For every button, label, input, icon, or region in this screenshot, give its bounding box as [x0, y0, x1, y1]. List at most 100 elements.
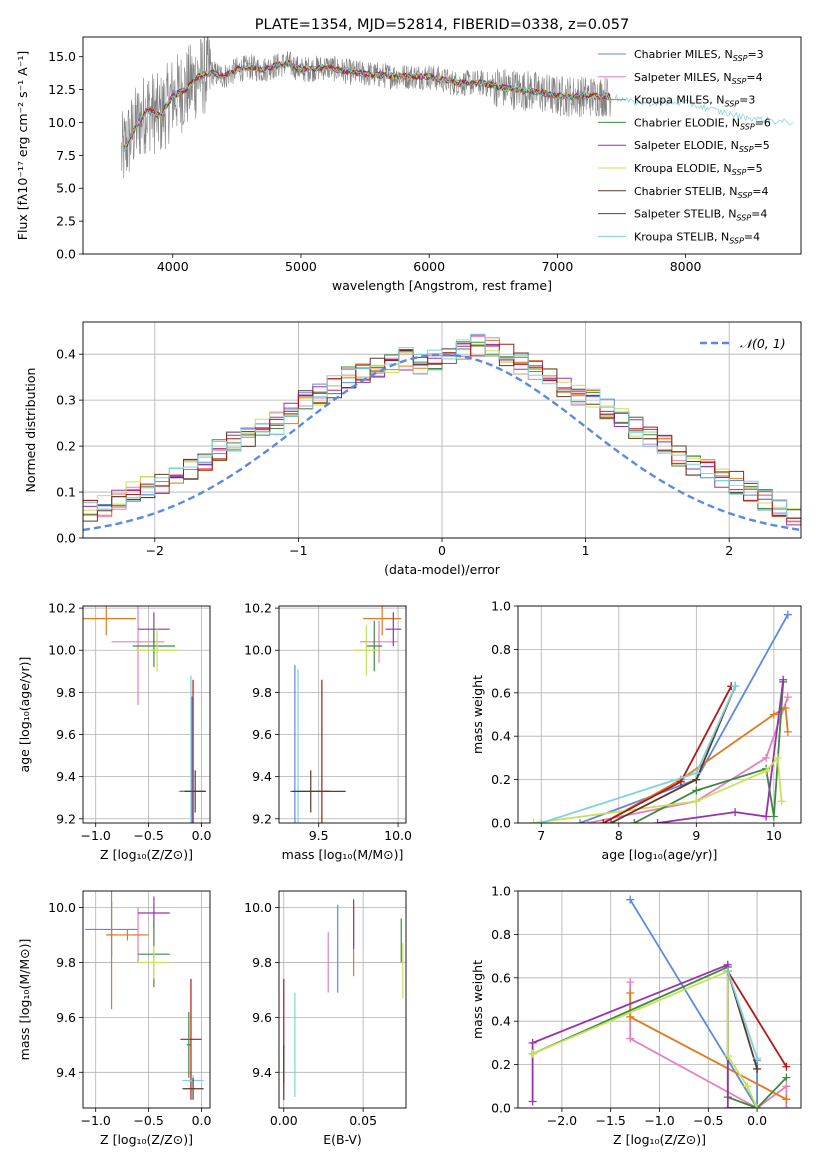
x-tick-label: −0.5 [693, 1113, 723, 1128]
weight-vs-age-panel: 7 8 9 10 0.0 0.2 0.4 0.6 0.8 1.0 age [log₁₀(age/yr… [470, 599, 802, 862]
normal-curve-line [83, 353, 801, 532]
x-axis-label: Z [log₁₀(Z/Z⊙)] [613, 1132, 706, 1147]
weight-point-marker [528, 1038, 537, 1047]
weight-point-marker [630, 819, 639, 823]
y-tick-label: 9.8 [252, 955, 272, 970]
model-spectrum-line [123, 59, 794, 154]
y-tick-label: 0.0 [491, 1101, 511, 1116]
y-tick-label: 0.6 [491, 970, 511, 985]
legend-entry: Salpeter STELIB, NSSP=4 [634, 208, 767, 223]
y-axis-label: Normed distribution [23, 368, 38, 493]
histogram-series [83, 341, 801, 520]
axes-frame [517, 890, 802, 1109]
weight-point-marker [753, 1064, 762, 1073]
y-axis-label: age [log₁₀(age/yr)] [17, 657, 32, 773]
weight-point-marker [723, 1051, 732, 1060]
histogram-series [83, 333, 801, 519]
y-tick-label: 0.2 [56, 439, 76, 454]
legend-entry: Kroupa STELIB, NSSP=4 [634, 230, 760, 245]
x-tick-label: 5000 [285, 259, 317, 274]
y-axis-label: mass [log₁₀(M/M⊙)] [17, 939, 32, 1061]
weight-point-marker [773, 753, 782, 762]
age-vs-mass-panel: 9.5 10.0 9.2 9.4 9.6 9.8 10.0 10.2 mass [log₁₀(M… [244, 601, 412, 862]
y-tick-label: 9.6 [252, 727, 272, 742]
y-tick-label: 0.8 [491, 927, 511, 942]
observed-spectrum-line [121, 37, 612, 179]
axes-frame [82, 321, 802, 539]
x-axis-label: mass [log₁₀(M/M⊙)] [282, 847, 404, 862]
x-tick-label: 6000 [413, 259, 445, 274]
weight-point-marker [779, 675, 788, 684]
y-axis-label: mass weight [470, 675, 485, 754]
weight-point-marker [769, 812, 778, 821]
weight-series-line [633, 681, 785, 823]
y-tick-label: 2.5 [56, 214, 76, 229]
mass-vs-Z-plot-area [85, 891, 204, 1100]
x-tick-label: −1.0 [81, 828, 111, 843]
y-tick-label: 0.8 [491, 642, 511, 657]
y-tick-label: 0.4 [491, 729, 511, 744]
weight-point-marker [529, 819, 538, 823]
x-tick-label: 0.0 [192, 828, 212, 843]
x-tick-label: 0.05 [349, 1113, 377, 1128]
weight-series-line [726, 971, 758, 1059]
histogram-series [83, 342, 801, 527]
x-tick-label: 0.00 [270, 1113, 298, 1128]
y-tick-label: 0.1 [56, 485, 76, 500]
legend-entry: Salpeter ELODIE, NSSP=5 [634, 139, 770, 154]
y-tick-label: 15.0 [48, 49, 76, 64]
y-tick-label: 10.0 [48, 115, 76, 130]
axes-frame [82, 36, 802, 255]
legend-entry: Chabrier MILES, NSSP=3 [634, 48, 764, 63]
weight-point-marker [762, 766, 771, 775]
y-tick-label: 9.4 [252, 769, 272, 784]
weight-point-marker [576, 819, 585, 823]
x-tick-label: −0.5 [133, 1113, 163, 1128]
y-tick-label: 0.0 [56, 531, 76, 546]
y-tick-label: 10.0 [244, 900, 272, 915]
weight-point-marker [782, 1073, 791, 1082]
weight-point-marker [753, 1104, 762, 1108]
weight-point-marker [528, 1097, 537, 1106]
weight-point-marker [537, 819, 546, 823]
y-tick-label: 9.4 [56, 1065, 76, 1080]
x-axis-label: (data-model)/error [384, 562, 501, 577]
y-tick-label: 10.0 [48, 900, 76, 915]
axes-frame [278, 605, 407, 824]
weight-series-line [602, 685, 732, 823]
x-axis-label: age [log₁₀(age/yr)] [602, 847, 718, 862]
weight-point-marker [723, 1104, 732, 1108]
y-tick-label: 10.0 [244, 643, 272, 658]
x-tick-label: 0 [438, 543, 446, 558]
x-tick-label: 10 [766, 828, 782, 843]
y-tick-label: 9.2 [56, 811, 76, 826]
x-tick-label: −2.0 [547, 1113, 577, 1128]
weight-point-marker [723, 967, 732, 976]
y-tick-label: 1.0 [491, 884, 511, 899]
y-tick-label: 5.0 [56, 181, 76, 196]
weight-series-line [587, 696, 789, 823]
weight-point-marker [769, 710, 778, 719]
weight-point-marker [782, 1082, 791, 1091]
y-axis-label: Flux [fλ10⁻¹⁷ erg cm⁻² s⁻¹ A⁻¹] [15, 51, 30, 240]
axes-frame [82, 605, 211, 824]
weight-point-marker [783, 693, 792, 702]
weight-point-marker [653, 819, 662, 823]
spectrum-panel: 4000 5000 6000 7000 8000 0.0 2.5 5.0 7.5 10.0 12.5… [15, 17, 802, 293]
x-axis-label: E(B-V) [323, 1132, 362, 1147]
axes-frame [82, 890, 211, 1109]
weight-point-marker [583, 819, 592, 823]
weight-point-marker [783, 610, 792, 619]
x-tick-label: 0.0 [192, 1113, 212, 1128]
y-tick-label: 10.2 [244, 601, 272, 616]
x-tick-label: 8 [615, 828, 623, 843]
weight-point-marker [626, 1012, 635, 1021]
weight-point-marker [777, 797, 786, 806]
weight-series-line [657, 679, 785, 823]
y-tick-label: 9.8 [252, 685, 272, 700]
weight-point-marker [692, 797, 701, 806]
weight-series-line [727, 970, 788, 1068]
legend-entry: Salpeter MILES, NSSP=4 [634, 71, 763, 86]
y-tick-label: 0.4 [491, 1014, 511, 1029]
weight-point-marker [692, 769, 701, 778]
